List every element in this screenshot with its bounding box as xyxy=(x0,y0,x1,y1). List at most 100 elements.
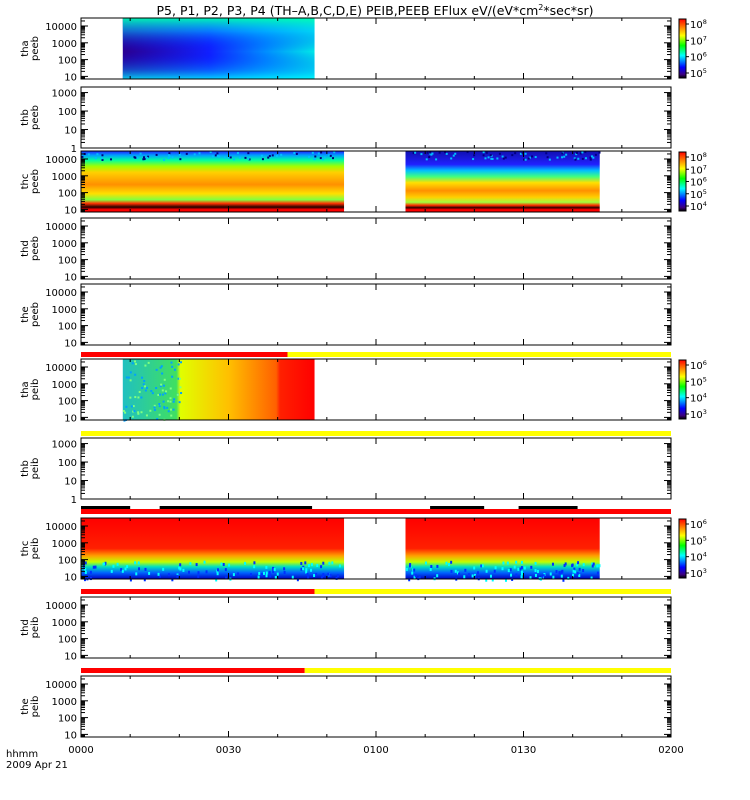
thc-peib-data-block-1-speckle-49 xyxy=(491,578,494,582)
thc-peeb-ylabel-0: thc xyxy=(20,174,31,190)
thc-peeb-data-block-1-speckle-65 xyxy=(592,156,595,159)
tha-peeb-colorbar xyxy=(678,18,687,79)
the-peib-status-segment-1 xyxy=(304,668,671,673)
thc-peib-data-block-0-speckle-30 xyxy=(116,562,119,566)
thc-peib-ytick-label-1: 1000 xyxy=(52,539,77,550)
thc-peib-data-block-1-speckle-64 xyxy=(552,575,555,579)
thd-peeb-ytick-label-1: 1000 xyxy=(52,239,77,250)
thc-peib-data-block-1-speckle-95 xyxy=(481,564,484,568)
thc-peib-data-block-0-speckle-69 xyxy=(237,572,240,576)
tha-peib-data-block-0-speckle-88 xyxy=(153,408,156,411)
thc-peeb-colorbar xyxy=(678,151,687,212)
thc-peib-data-block-0-speckle-78 xyxy=(157,572,160,576)
thc-peib-data-block-1-speckle-14 xyxy=(555,570,558,574)
tha-peib-data-block-0-speckle-37 xyxy=(134,396,137,399)
thc-peib-data-block-1-speckle-38 xyxy=(560,570,563,574)
thc-peib-data-block-0-speckle-14 xyxy=(143,578,146,582)
thc-peib-data-block-0-speckle-53 xyxy=(283,567,286,571)
thc-peib-data-block-0-speckle-108 xyxy=(257,575,260,579)
thc-peib-data-block-1-speckle-98 xyxy=(517,567,520,571)
thc-peib-data-block-1-speckle-6 xyxy=(485,578,488,582)
time-axis-layer: hhmm 2009 Apr 21 0000 0030 0100 0130 0200 xyxy=(6,745,684,771)
thc-peeb-data-block-1-speckle-53 xyxy=(581,157,584,160)
thc-peeb-data-block-1-speckle-4 xyxy=(452,154,455,157)
thc-peib-data-block-0-speckle-107 xyxy=(265,574,268,578)
thc-peeb-data-block-1-speckle-51 xyxy=(502,157,505,160)
tha-peib-data-block-0-speckle-29 xyxy=(129,379,132,382)
thc-peeb-data-block-0-speckle-19 xyxy=(155,153,158,156)
thc-peeb-data-block-1-speckle-69 xyxy=(429,151,432,154)
thc-peib-data-block-1-speckle-107 xyxy=(564,562,567,566)
thc-peeb-data-block-1-speckle-66 xyxy=(561,152,564,155)
thc-peeb-data-block-0-speckle-9 xyxy=(232,158,235,161)
thc-peeb-data-block-0-speckle-6 xyxy=(260,154,263,157)
thc-peeb-data-block-1-speckle-68 xyxy=(511,154,514,157)
tha-peib-data-block-0-speckle-35 xyxy=(171,375,174,378)
thc-peeb-data-block-0-speckle-41 xyxy=(317,152,320,155)
tha-peib-colorbar-exponent-3: 3 xyxy=(703,408,707,416)
tha-peib-data-block-0-speckle-34 xyxy=(146,386,149,389)
thc-peib-data-block-1-speckle-89 xyxy=(572,569,575,573)
thc-peib-colorbar-exponent-1: 5 xyxy=(703,534,707,542)
tha-peib-data-block-0-speckle-5 xyxy=(123,419,126,422)
thc-peeb-data-block-1-speckle-61 xyxy=(414,151,417,154)
thc-peib-status-mark-3 xyxy=(518,506,578,509)
title-main: P5, P1, P2, P3, P4 (TH–A,B,C,D,E) PEIB,P… xyxy=(156,3,539,19)
tha-peib-data-block-0-speckle-87 xyxy=(150,389,153,392)
tha-peib-data-block-0-speckle-46 xyxy=(169,400,172,403)
thc-peeb-data-block-1-speckle-12 xyxy=(598,151,601,154)
thc-peib-data-block-1-speckle-100 xyxy=(411,571,414,575)
thc-peeb-data-block-1-speckle-60 xyxy=(498,152,501,155)
tha-peib-data-block-0-speckle-65 xyxy=(160,383,163,386)
thc-peeb-colorbar-label-4: 104 xyxy=(690,200,707,213)
tha-peib-data-block-0-speckle-78 xyxy=(167,400,170,403)
thc-peeb-data-block-1-speckle-63 xyxy=(504,156,507,159)
tha-peib-data-block-0-speckle-27 xyxy=(157,393,160,396)
thc-peib-data-block-1-speckle-93 xyxy=(450,560,453,564)
thd-peib-frame xyxy=(80,596,672,659)
thc-peib-data-block-0-speckle-87 xyxy=(144,567,147,571)
thc-peib-data-block-0-speckle-99 xyxy=(327,572,330,576)
thc-peib-data-block-0-speckle-32 xyxy=(129,578,132,582)
tha-peib-data-block-0-speckle-2 xyxy=(122,409,125,412)
thc-peeb-data-block-0-speckle-2 xyxy=(167,157,170,160)
thc-peeb-data-block-1-speckle-43 xyxy=(556,156,559,159)
thc-peib-data-block-1-speckle-41 xyxy=(536,569,539,573)
thc-peeb-data-block-1-speckle-8 xyxy=(435,158,438,161)
thc-peib-data-block-0-speckle-80 xyxy=(320,565,323,569)
thc-peib-data-block-1-speckle-71 xyxy=(476,571,479,575)
thc-peeb-data-block-0-speckle-40 xyxy=(248,158,251,161)
tha-peib-data-block-0-speckle-8 xyxy=(137,411,140,414)
thc-peib-data-block-1-speckle-47 xyxy=(582,568,585,572)
the-peib-status-segment-0 xyxy=(81,668,305,673)
tha-peib-data-block-0-speckle-20 xyxy=(172,408,175,411)
thc-peeb-data-block-1-speckle-11 xyxy=(531,155,534,158)
thc-peib-data-block-1-speckle-96 xyxy=(414,574,417,578)
thc-peeb-data-block-0 xyxy=(81,151,345,212)
the-peib-frame xyxy=(80,675,672,738)
thc-peib-data-block-0-speckle-35 xyxy=(162,567,165,571)
thc-peib-data-block-1-speckle-33 xyxy=(573,567,576,571)
thc-peib-colorbar-label-2: 104 xyxy=(690,551,707,564)
thc-peeb-data-block-1-speckle-29 xyxy=(491,157,494,160)
thc-peeb-data-block-0-speckle-43 xyxy=(139,152,142,155)
the-peeb-status-segment-1 xyxy=(287,352,671,357)
thc-peib-data-block-1-speckle-69 xyxy=(520,572,523,576)
thc-peib-data-block-0-speckle-70 xyxy=(272,566,275,570)
thc-peib-data-block-1-speckle-109 xyxy=(463,575,466,579)
thc-peib-data-block-1-speckle-86 xyxy=(590,576,593,580)
thc-peib-data-block-1-speckle-31 xyxy=(485,569,488,573)
thc-peib-data-block-0-speckle-73 xyxy=(137,561,140,565)
thc-peeb-data-block-1-speckle-1 xyxy=(426,151,429,154)
thc-peeb-ylabel-1: peeb xyxy=(30,169,41,194)
thc-peib-status-mark-1 xyxy=(159,506,313,509)
thc-peeb-data-block-0-speckle-14 xyxy=(96,153,99,156)
tha-peib-data-block-0-speckle-42 xyxy=(180,361,183,364)
tha-peeb-colorbar-exponent-3: 5 xyxy=(703,67,707,75)
thc-peeb-ytick-label-0: 10000 xyxy=(45,155,77,166)
the-peeb-ylabel-0: the xyxy=(20,306,31,322)
tha-peib-data-block-0-speckle-18 xyxy=(134,360,137,363)
thc-peeb-data-block-1-speckle-24 xyxy=(472,158,475,161)
the-peeb-ytick-label-0: 10000 xyxy=(45,288,77,299)
thc-peeb-data-block-1-speckle-13 xyxy=(466,151,469,154)
